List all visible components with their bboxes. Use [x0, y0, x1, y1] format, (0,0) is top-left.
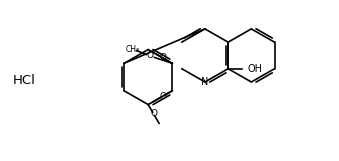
- Text: O: O: [159, 92, 166, 101]
- Text: HCl: HCl: [13, 74, 36, 87]
- Text: N: N: [201, 77, 208, 87]
- Text: CH₃: CH₃: [125, 45, 140, 54]
- Text: O: O: [150, 109, 157, 118]
- Text: OH: OH: [248, 64, 263, 74]
- Text: O: O: [147, 51, 154, 60]
- Text: O: O: [159, 53, 166, 62]
